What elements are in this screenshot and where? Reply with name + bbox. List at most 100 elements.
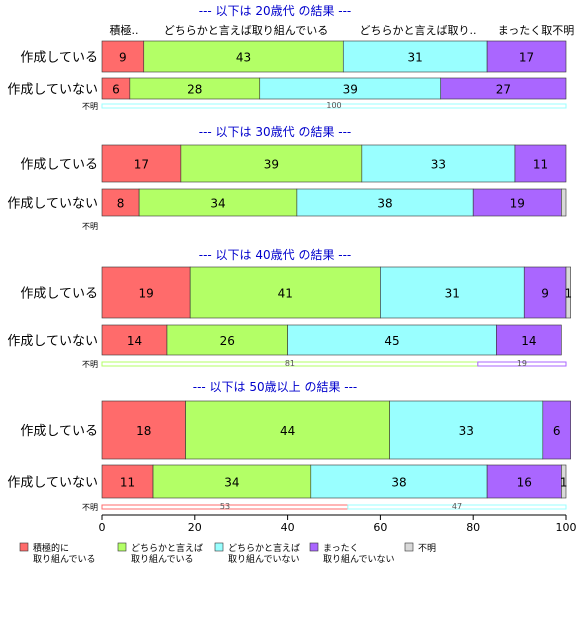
segment-label: 34 [224, 476, 239, 490]
legend-label: どちらかと言えば [131, 542, 203, 554]
bar-segment [565, 266, 571, 319]
bar-segment [542, 400, 571, 460]
bar-segment [287, 324, 497, 356]
x-tick-label: 20 [188, 521, 202, 534]
segment-label: 8 [117, 197, 125, 211]
segment-label: 44 [280, 424, 295, 438]
x-tick-label: 80 [466, 521, 480, 534]
x-tick-label: 40 [281, 521, 295, 534]
x-tick-label: 100 [556, 521, 577, 534]
segment-label: 18 [136, 424, 151, 438]
segment-label: 41 [278, 287, 293, 301]
legend-swatch [309, 542, 319, 552]
legend-swatch [117, 542, 127, 552]
bar-segment [101, 464, 154, 499]
row-label: 作成している [20, 51, 98, 66]
legend-swatch [19, 542, 29, 552]
bar-segment [514, 144, 567, 183]
segment-label: 39 [343, 83, 358, 97]
bar-segment [361, 144, 516, 183]
legend-label: 取り組んでいる [33, 553, 96, 565]
segment-label: 31 [408, 51, 423, 65]
bar-segment [166, 324, 288, 356]
legend-label: 積極的に [33, 542, 69, 554]
segment-label: 1 [560, 476, 568, 490]
segment-label: 38 [391, 476, 406, 490]
segment-label: 14 [127, 334, 142, 348]
bar-segment [380, 266, 525, 319]
bar-segment [101, 40, 145, 73]
header-label: 積極.. [110, 23, 139, 37]
row-label: 作成していない [7, 197, 98, 212]
legend-label: どちらかと言えば [228, 542, 300, 554]
segment-label: 6 [112, 83, 120, 97]
segment-label: 31 [445, 287, 460, 301]
segment-label: 33 [459, 424, 474, 438]
row-label-unknown: 不明 [82, 102, 98, 111]
segment-label: 38 [377, 197, 392, 211]
legend-label: まったく [323, 543, 359, 554]
segment-label: 19 [517, 359, 527, 368]
header-label: どちらかと言えば取り組んでいる [164, 24, 328, 37]
row-label-unknown: 不明 [82, 222, 98, 231]
bar-segment [523, 266, 567, 319]
bar-segment [389, 400, 544, 460]
legend-label: 取り組んでいない [323, 553, 395, 565]
bar-segment [486, 40, 567, 73]
row-label: 作成していない [7, 334, 98, 349]
segment-label: 43 [236, 51, 251, 65]
legend-swatch [404, 542, 414, 552]
segment-label: 1 [564, 287, 572, 301]
legend-swatch [214, 542, 224, 552]
bar-segment [101, 188, 140, 217]
bar-segment [296, 188, 474, 217]
panel-title: --- 以下は 30歳代 の結果 --- [199, 125, 352, 139]
legend-label: 取り組んでいる [131, 553, 194, 565]
bar-segment [486, 464, 562, 499]
segment-label: 17 [134, 158, 149, 172]
row-label-unknown: 不明 [82, 503, 98, 512]
segment-label: 26 [220, 334, 235, 348]
segment-label: 100 [326, 101, 341, 110]
legend-label: 取り組んでいない [228, 553, 300, 565]
bar-segment [496, 324, 562, 356]
segment-label: 81 [285, 359, 295, 368]
segment-label: 28 [187, 83, 202, 97]
panel-title: --- 以下は 50歳以上 の結果 --- [193, 380, 358, 394]
bar-segment [561, 188, 567, 217]
segment-label: 9 [541, 287, 549, 301]
bar-segment [440, 77, 567, 100]
bar-segment [143, 40, 344, 73]
row-label: 作成している [20, 424, 98, 439]
segment-label: 19 [138, 287, 153, 301]
bar-segment [101, 266, 191, 319]
row-label: 作成している [20, 287, 98, 302]
segment-label: 6 [553, 424, 561, 438]
segment-label: 16 [517, 476, 532, 490]
x-tick-label: 60 [373, 521, 387, 534]
bar-segment [101, 400, 186, 460]
segment-label: 53 [220, 502, 230, 511]
segment-label: 47 [452, 502, 462, 511]
panel-title: --- 以下は 20歳代 の結果 --- [199, 4, 352, 18]
row-label: 作成していない [7, 83, 98, 98]
segment-label: 33 [431, 158, 446, 172]
bar-segment [185, 400, 390, 460]
row-label-unknown: 不明 [82, 360, 98, 369]
header-label: どちらかと言えば取り.. [360, 24, 477, 37]
segment-label: 17 [519, 51, 534, 65]
bar-segment [347, 504, 567, 510]
bar-segment [310, 464, 488, 499]
segment-label: 9 [119, 51, 127, 65]
bar-segment [101, 144, 182, 183]
segment-label: 39 [264, 158, 279, 172]
segment-label: 27 [496, 83, 511, 97]
bar-segment [561, 464, 567, 499]
segment-label: 11 [533, 158, 548, 172]
bar-segment [101, 324, 168, 356]
segment-label: 11 [120, 476, 135, 490]
bar-segment [152, 464, 312, 499]
bar-segment [189, 266, 381, 319]
x-tick-label: 0 [99, 521, 106, 534]
